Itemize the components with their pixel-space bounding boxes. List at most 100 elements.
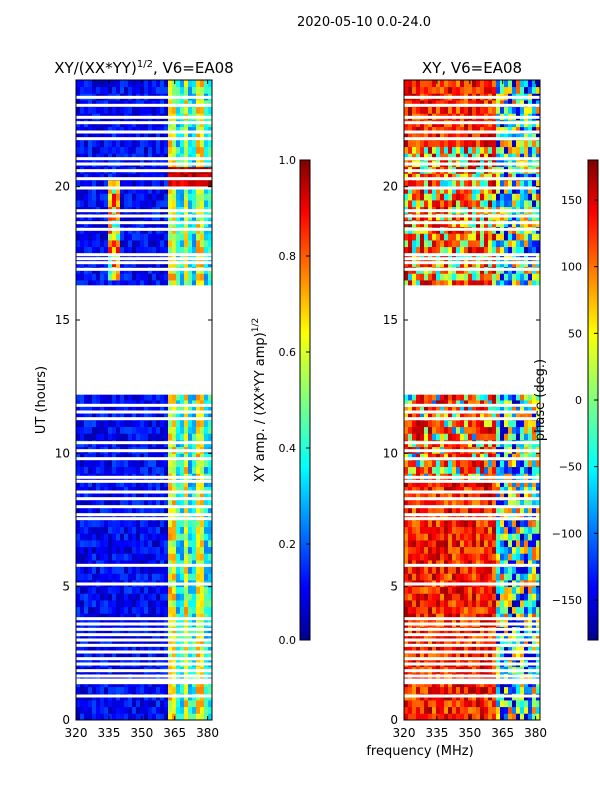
heatmap-cell bbox=[512, 646, 517, 654]
heatmap-cell bbox=[420, 460, 425, 468]
heatmap-cell bbox=[504, 453, 509, 461]
heatmap-cell bbox=[196, 433, 201, 441]
heatmap-cell bbox=[156, 273, 161, 281]
heatmap-cell bbox=[160, 273, 165, 281]
heatmap-cell bbox=[152, 420, 157, 428]
heatmap-cell bbox=[452, 426, 457, 434]
heatmap-cell bbox=[428, 513, 433, 521]
heatmap-cell bbox=[140, 506, 145, 514]
heatmap-cell bbox=[128, 240, 133, 248]
heatmap-cell bbox=[188, 646, 193, 654]
heatmap-cell bbox=[172, 133, 177, 141]
heatmap-cell bbox=[116, 100, 121, 108]
heatmap-cell bbox=[464, 540, 469, 548]
heatmap-cell bbox=[464, 186, 469, 194]
heatmap-cell bbox=[424, 400, 429, 408]
heatmap-cell bbox=[508, 406, 513, 414]
heatmap-cell bbox=[92, 513, 97, 521]
heatmap-cell bbox=[452, 613, 457, 621]
heatmap-cell bbox=[172, 600, 177, 608]
heatmap-cell bbox=[448, 633, 453, 641]
heatmap-cell bbox=[120, 480, 125, 488]
heatmap-cell bbox=[152, 520, 157, 528]
heatmap-cell bbox=[424, 486, 429, 494]
heatmap-cell bbox=[152, 86, 157, 94]
heatmap-cell bbox=[148, 640, 153, 648]
heatmap-cell bbox=[416, 426, 421, 434]
heatmap-cell bbox=[120, 553, 125, 561]
heatmap-cell bbox=[408, 253, 413, 261]
heatmap-cell bbox=[460, 533, 465, 541]
heatmap-cell bbox=[472, 233, 477, 241]
heatmap-cell bbox=[176, 433, 181, 441]
heatmap-cell bbox=[164, 700, 169, 708]
heatmap-cell bbox=[172, 86, 177, 94]
heatmap-cell bbox=[500, 613, 505, 621]
heatmap-cell bbox=[520, 186, 525, 194]
heatmap-cell bbox=[404, 273, 409, 281]
heatmap-cell bbox=[92, 526, 97, 534]
heatmap-cell bbox=[92, 613, 97, 621]
heatmap-cell bbox=[448, 186, 453, 194]
heatmap-cell bbox=[120, 500, 125, 508]
heatmap-cell bbox=[408, 586, 413, 594]
heatmap-cell bbox=[184, 560, 189, 568]
heatmap-cell bbox=[156, 633, 161, 641]
heatmap-cell bbox=[528, 200, 533, 208]
heatmap-cell bbox=[432, 280, 437, 288]
heatmap-cell bbox=[144, 420, 149, 428]
heatmap-cell bbox=[516, 653, 521, 661]
heatmap-cell bbox=[104, 406, 109, 414]
heatmap-cell bbox=[532, 586, 537, 594]
heatmap-cell bbox=[188, 273, 193, 281]
heatmap-cell bbox=[452, 606, 457, 614]
heatmap-cell bbox=[452, 493, 457, 501]
heatmap-cell bbox=[416, 246, 421, 254]
heatmap-cell bbox=[468, 686, 473, 694]
heatmap-cell bbox=[204, 700, 209, 708]
heatmap-cell bbox=[132, 86, 137, 94]
heatmap-cell bbox=[488, 453, 493, 461]
heatmap-cell bbox=[140, 513, 145, 521]
heatmap-cell bbox=[200, 460, 205, 468]
heatmap-cell bbox=[88, 80, 93, 88]
heatmap-cell bbox=[520, 420, 525, 428]
heatmap-cell bbox=[104, 533, 109, 541]
heatmap-cell bbox=[412, 533, 417, 541]
heatmap-cell bbox=[100, 233, 105, 241]
heatmap-cell bbox=[100, 460, 105, 468]
heatmap-cell bbox=[528, 573, 533, 581]
heatmap-cell bbox=[484, 646, 489, 654]
heatmap-cell bbox=[116, 180, 121, 188]
heatmap-cell bbox=[108, 80, 113, 88]
heatmap-cell bbox=[472, 546, 477, 554]
heatmap-cell bbox=[136, 493, 141, 501]
heatmap-cell bbox=[136, 180, 141, 188]
heatmap-cell bbox=[84, 486, 89, 494]
heatmap-cell bbox=[100, 520, 105, 528]
heatmap-cell bbox=[428, 506, 433, 514]
heatmap-cell bbox=[172, 140, 177, 148]
heatmap-cell bbox=[476, 240, 481, 248]
heatmap-cell bbox=[416, 413, 421, 421]
heatmap-cell bbox=[112, 500, 117, 508]
heatmap-cell bbox=[148, 146, 153, 154]
heatmap-cell bbox=[488, 573, 493, 581]
heatmap-cell bbox=[116, 493, 121, 501]
heatmap-cell bbox=[496, 520, 501, 528]
heatmap-cell bbox=[420, 426, 425, 434]
heatmap-cell bbox=[124, 700, 129, 708]
heatmap-cell bbox=[444, 520, 449, 528]
heatmap-cell bbox=[408, 460, 413, 468]
heatmap-cell bbox=[208, 520, 212, 528]
heatmap-cell bbox=[152, 653, 157, 661]
heatmap-cell bbox=[480, 186, 485, 194]
heatmap-cell bbox=[192, 393, 197, 401]
heatmap-cell bbox=[116, 186, 121, 194]
heatmap-cell bbox=[168, 480, 173, 488]
heatmap-cell bbox=[196, 413, 201, 421]
flagged-row bbox=[76, 410, 212, 414]
heatmap-cell bbox=[536, 686, 540, 694]
heatmap-cell bbox=[492, 573, 497, 581]
heatmap-cell bbox=[440, 493, 445, 501]
